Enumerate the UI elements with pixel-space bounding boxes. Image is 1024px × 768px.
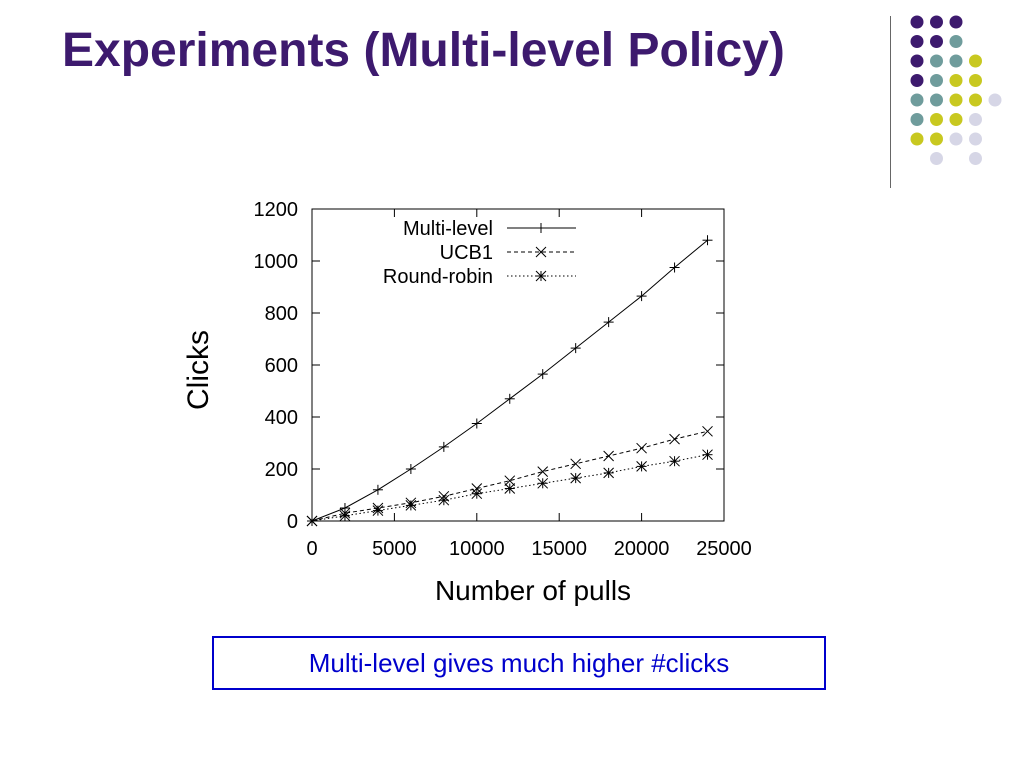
decorative-dot — [930, 93, 943, 107]
data-point — [636, 291, 647, 302]
data-point — [570, 458, 582, 470]
x-tick-label: 5000 — [372, 538, 417, 560]
data-point — [438, 441, 449, 452]
data-point — [702, 449, 713, 461]
decorative-dot — [969, 54, 982, 68]
y-tick-label: 400 — [265, 407, 298, 429]
data-point — [504, 393, 515, 404]
data-point — [669, 262, 680, 273]
data-point — [372, 505, 384, 516]
legend-label: UCB1 — [440, 242, 493, 264]
data-point — [636, 461, 647, 472]
data-point — [537, 477, 549, 489]
data-point — [405, 464, 416, 474]
x-tick-label: 10000 — [449, 538, 505, 560]
decorative-dot — [930, 113, 943, 126]
legend-entry: Round-robin — [383, 266, 576, 288]
data-point — [603, 450, 614, 462]
series-multi-level — [307, 235, 713, 526]
data-point — [570, 472, 582, 484]
y-tick-label: 600 — [265, 355, 298, 377]
decorative-dot — [910, 113, 924, 126]
x-tick-label: 20000 — [614, 538, 670, 560]
decorative-dot — [930, 74, 943, 87]
data-point — [306, 515, 318, 527]
legend-entry: Multi-level — [403, 218, 576, 240]
data-point — [636, 442, 647, 454]
decorative-dot — [949, 74, 963, 87]
plot-frame — [311, 208, 725, 522]
legend-entry: UCB1 — [440, 242, 576, 264]
x-tick-label: 0 — [306, 538, 317, 560]
series-line — [311, 239, 708, 522]
x-tick-label: 25000 — [696, 538, 752, 560]
data-point — [537, 369, 548, 380]
data-point — [471, 418, 482, 429]
decorative-dot — [910, 74, 924, 87]
data-point — [339, 510, 351, 522]
data-point — [669, 455, 680, 467]
data-point — [438, 494, 450, 506]
decorative-dot — [988, 93, 1002, 107]
data-point — [537, 466, 549, 477]
data-point — [702, 425, 713, 437]
decorative-dot-grid — [910, 15, 1002, 165]
decorative-dot — [969, 93, 982, 107]
data-point — [471, 483, 483, 494]
decorative-dot — [949, 15, 963, 29]
y-tick-label: 200 — [265, 459, 298, 481]
legend-marker — [536, 223, 546, 233]
conclusion-box: Multi-level gives much higher #clicks — [212, 636, 826, 690]
data-point — [504, 475, 516, 487]
decorative-dot — [969, 74, 982, 87]
decorative-dot — [969, 132, 982, 146]
legend-marker — [535, 270, 547, 282]
series-line — [311, 430, 708, 522]
decorative-dot — [949, 132, 963, 146]
decorative-dot — [930, 132, 943, 146]
series-round-robin — [306, 449, 713, 527]
x-tick-label: 15000 — [531, 538, 587, 560]
decorative-dot — [969, 113, 982, 126]
slide-title: Experiments (Multi-level Policy) — [62, 24, 785, 77]
y-tick-label: 1000 — [254, 251, 299, 273]
decorative-dot — [930, 15, 943, 29]
decorative-dot — [910, 35, 924, 48]
data-point — [702, 235, 713, 246]
y-tick-label: 0 — [287, 511, 298, 533]
decorative-dot — [949, 93, 963, 107]
decorative-dot — [910, 132, 924, 146]
decorative-dot — [930, 152, 943, 165]
y-axis-label: Clicks — [182, 330, 215, 410]
decorative-dot — [949, 113, 963, 126]
clicks-line-chart: 0 200 400 600 800 1000 1200 0 5000 10000 15000 2000… — [182, 199, 752, 606]
legend-label: Multi-level — [403, 218, 493, 240]
data-point — [603, 317, 614, 328]
decorative-dot — [949, 35, 963, 48]
title-divider — [890, 16, 891, 188]
data-point — [603, 467, 614, 479]
data-point — [372, 484, 383, 495]
decorative-dot — [969, 152, 982, 165]
decorative-dot — [910, 15, 924, 29]
data-point — [570, 343, 581, 354]
legend-label: Round-robin — [383, 266, 493, 288]
decorative-dot — [949, 54, 963, 68]
data-point — [669, 433, 680, 445]
conclusion-text: Multi-level gives much higher #clicks — [308, 647, 730, 678]
decorative-dot — [930, 35, 943, 48]
decorative-dot — [930, 54, 943, 68]
data-point — [471, 488, 483, 500]
decorative-dot — [910, 93, 924, 107]
x-axis-label: Number of pulls — [435, 575, 631, 606]
y-tick-label: 800 — [265, 303, 298, 325]
data-point — [405, 500, 417, 511]
decorative-dot — [910, 54, 924, 68]
legend-marker — [535, 246, 547, 258]
data-point — [504, 483, 516, 494]
y-tick-label: 1200 — [254, 199, 299, 221]
series-ucb1 — [306, 425, 713, 527]
